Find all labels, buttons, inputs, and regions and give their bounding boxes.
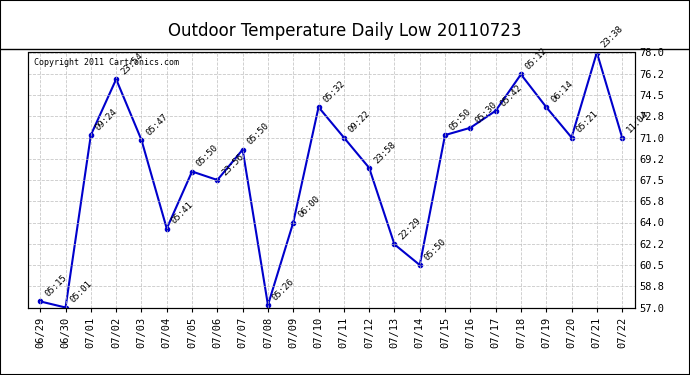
Text: 05:30: 05:30: [473, 100, 498, 125]
Text: 11:04: 11:04: [625, 110, 650, 135]
Text: Outdoor Temperature Daily Low 20110723: Outdoor Temperature Daily Low 20110723: [168, 22, 522, 40]
Text: 22:29: 22:29: [397, 216, 422, 242]
Text: 09:22: 09:22: [346, 110, 372, 135]
Text: Copyright 2011 Cartronics.com: Copyright 2011 Cartronics.com: [34, 58, 179, 67]
Text: 05:32: 05:32: [322, 79, 346, 104]
Text: 05:01: 05:01: [68, 279, 94, 305]
Text: 05:50: 05:50: [422, 237, 448, 262]
Text: 05:12: 05:12: [524, 46, 549, 72]
Text: 06:14: 06:14: [549, 79, 574, 104]
Text: 05:41: 05:41: [170, 200, 195, 226]
Text: 05:21: 05:21: [574, 110, 600, 135]
Text: 05:50: 05:50: [195, 143, 220, 169]
Text: 23:54: 23:54: [119, 51, 144, 76]
Text: 05:42: 05:42: [498, 82, 524, 108]
Text: 23:38: 23:38: [600, 24, 625, 50]
Text: 05:50: 05:50: [448, 107, 473, 132]
Text: 09:24: 09:24: [94, 107, 119, 132]
Text: 23:58: 23:58: [372, 140, 397, 165]
Text: 05:50: 05:50: [246, 122, 270, 147]
Text: 05:15: 05:15: [43, 273, 68, 298]
Text: 23:56: 23:56: [220, 152, 246, 177]
Text: 06:00: 06:00: [296, 194, 322, 220]
Text: 05:26: 05:26: [270, 277, 296, 302]
Text: 05:47: 05:47: [144, 112, 170, 137]
